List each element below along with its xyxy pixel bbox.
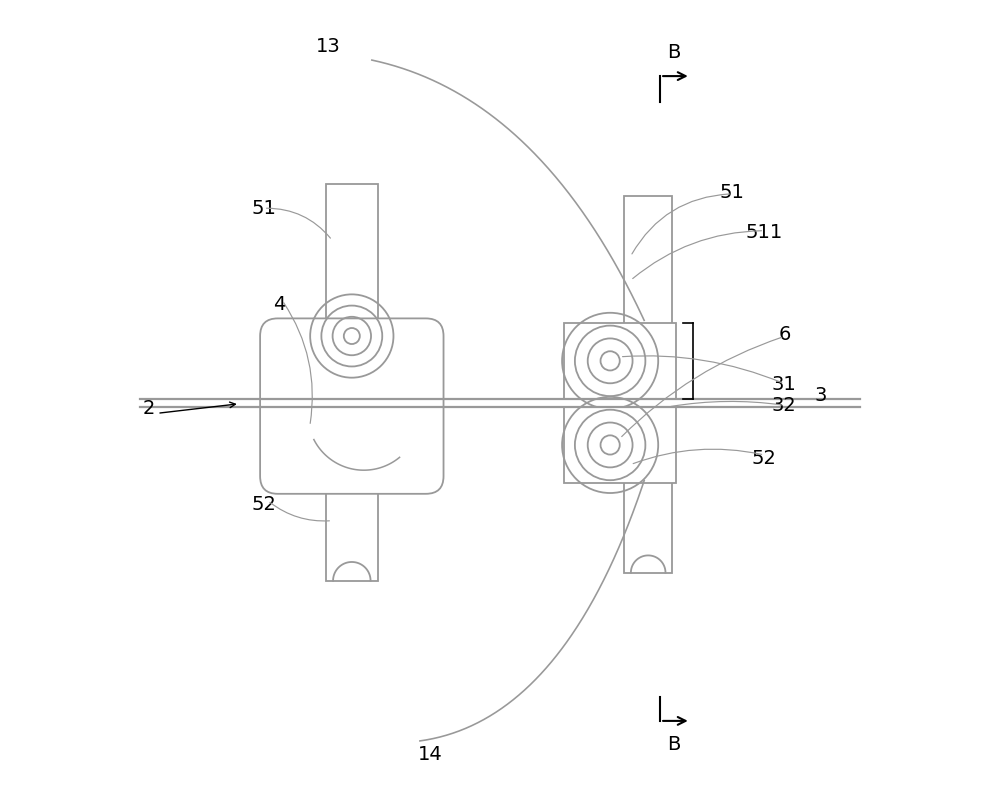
Bar — [564, 407, 676, 483]
Text: 32: 32 — [772, 396, 797, 415]
Text: 51: 51 — [720, 183, 745, 202]
Text: 4: 4 — [274, 295, 286, 314]
Bar — [326, 184, 378, 356]
Bar — [326, 449, 378, 581]
Text: 52: 52 — [752, 449, 777, 468]
Text: 13: 13 — [315, 37, 340, 56]
Text: 2: 2 — [143, 399, 155, 418]
Text: 14: 14 — [418, 745, 443, 764]
Text: 52: 52 — [251, 495, 276, 514]
Bar — [624, 437, 672, 573]
FancyBboxPatch shape — [260, 319, 444, 493]
Bar — [564, 323, 676, 399]
Text: 6: 6 — [778, 325, 791, 344]
Text: 51: 51 — [251, 199, 276, 218]
Text: B: B — [667, 42, 681, 62]
Text: 3: 3 — [814, 386, 827, 405]
Text: B: B — [667, 735, 681, 755]
Text: 511: 511 — [746, 223, 783, 242]
Text: 31: 31 — [772, 375, 797, 394]
Bar — [624, 196, 672, 356]
